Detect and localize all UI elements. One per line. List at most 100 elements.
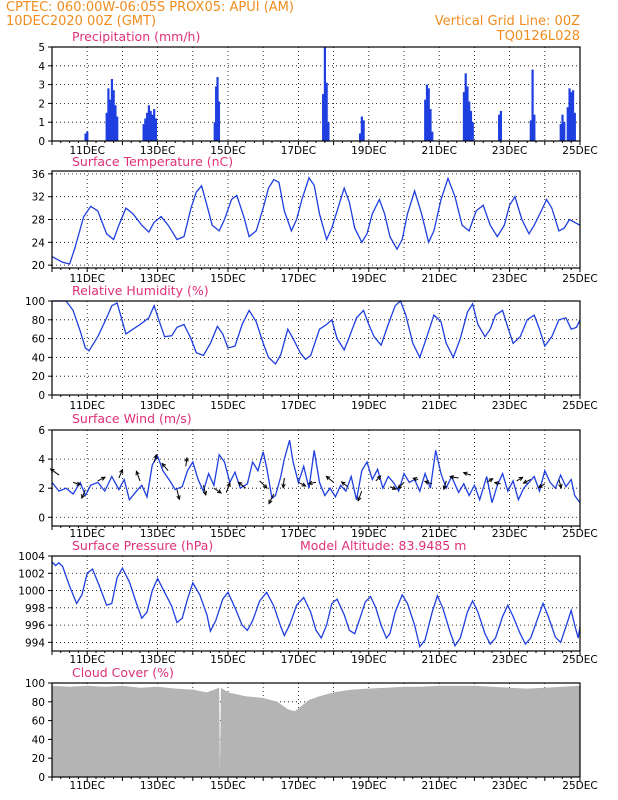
- wind-vector: [97, 476, 106, 482]
- precip-bar: [213, 122, 216, 141]
- rh-ytick-label: 100: [25, 296, 45, 308]
- wind-vector: [443, 480, 447, 490]
- precip-bar: [322, 94, 325, 141]
- wind-vector-head: [119, 468, 124, 474]
- header-line1-right: Vertical Grid Line: 00Z: [435, 14, 580, 29]
- wind-vector-head: [412, 476, 418, 482]
- cloud-ytick-label: 0: [38, 772, 45, 784]
- wind-vector-head: [449, 475, 455, 480]
- precip-ytick-label: 1: [38, 117, 45, 129]
- wind-vector: [268, 493, 275, 504]
- precip-bar: [471, 122, 474, 141]
- temp-ytick-label: 24: [32, 237, 46, 249]
- precip-ytick-label: 2: [38, 98, 45, 110]
- temp-ytick-label: 28: [32, 215, 45, 227]
- header-line1-left: CPTEC: 060:00W-06:05S PROX05: APUI (AM): [6, 0, 294, 15]
- precip-xtick-label: 15DEC: [210, 145, 245, 157]
- precip-bar: [464, 73, 467, 141]
- precip-bar: [327, 122, 330, 141]
- wind-vector-head: [518, 476, 524, 481]
- precip-bar: [116, 116, 119, 141]
- wind-vector-head: [100, 476, 106, 481]
- precip-bar: [107, 88, 110, 141]
- precip-bar: [462, 92, 466, 141]
- rh-xtick-label: 25DEC: [562, 400, 597, 412]
- precip-xtick-label: 19DEC: [351, 145, 386, 157]
- wind-vector: [463, 472, 472, 476]
- pres-line: [51, 561, 581, 649]
- wind-vector-head: [357, 496, 362, 502]
- precip-bar: [105, 112, 108, 141]
- wind-panel: Surface Wind (m/s) 0 2 4 6 11DEC 13DEC 15DEC 17D…: [38, 411, 597, 540]
- rh-xtick-label: 15DEC: [210, 400, 245, 412]
- temp-ytick-label: 32: [32, 192, 45, 204]
- temp-xtick-label: 11DEC: [69, 273, 104, 285]
- cloud-ytick-label: 80: [32, 697, 45, 709]
- precip-bar: [529, 120, 532, 141]
- pres-ytick-label: 998: [25, 603, 45, 615]
- temp-xtick-label: 17DEC: [281, 273, 316, 285]
- temp-xtick-label: 15DEC: [210, 273, 245, 285]
- rh-panel: Relative Humidity (%) 0 20 40 60 80 100 11DEC 13…: [25, 283, 598, 412]
- wind-vector: [161, 463, 169, 472]
- wind-vector: [213, 487, 222, 494]
- precip-bar: [147, 105, 150, 141]
- precip-ytick-label: 5: [38, 42, 45, 54]
- pres-title: Surface Pressure (hPa): [72, 538, 213, 553]
- precip-bar: [146, 112, 149, 141]
- cloud-area: [52, 685, 580, 777]
- temp-line: [51, 176, 581, 265]
- wind-vector-head: [462, 471, 468, 476]
- precip-bar: [561, 114, 564, 141]
- wind-xtick-label: 19DEC: [351, 528, 386, 540]
- precip-xtick-label: 23DEC: [492, 145, 527, 157]
- precip-bar: [217, 101, 221, 141]
- wind-title: Surface Wind (m/s): [72, 411, 192, 426]
- precip-bar: [427, 88, 430, 141]
- precip-ytick-label: 3: [38, 80, 45, 92]
- pres-ytick-label: 994: [25, 637, 45, 649]
- header-line2-right: TQ0126L028: [496, 29, 580, 44]
- wind-vector: [81, 489, 86, 499]
- wind-vector-head: [325, 475, 331, 481]
- cloud-xtick-label: 21DEC: [421, 780, 456, 792]
- wind-vector: [450, 476, 459, 479]
- wind-vector-head: [161, 462, 167, 468]
- precip-bar: [424, 99, 427, 141]
- precip-bar: [571, 90, 575, 141]
- wind-vector-head: [423, 480, 429, 485]
- pres-xtick-label: 17DEC: [281, 654, 316, 666]
- wind-vector: [326, 475, 334, 483]
- precip-bar: [114, 105, 117, 141]
- temp-ytick-label: 20: [32, 260, 45, 272]
- wind-vector-head: [376, 475, 382, 481]
- precip-xtick-label: 21DEC: [421, 145, 456, 157]
- cloud-panel: Cloud Cover (%) 0 20 40 60 80 100 11DEC 13DEC 15D…: [25, 665, 598, 792]
- wind-vector-head: [76, 481, 82, 486]
- pres-panel: Surface Pressure (hPa) Model Altitude: 83…: [18, 538, 597, 666]
- temp-xtick-label: 13DEC: [140, 273, 175, 285]
- precip-bar: [429, 109, 432, 141]
- wind-vector-head: [153, 453, 158, 459]
- wind-vector: [282, 477, 285, 488]
- precip-bar: [566, 107, 569, 141]
- wind-vector: [202, 485, 207, 495]
- rh-ytick-label: 80: [32, 315, 45, 327]
- wind-vector: [72, 481, 81, 486]
- wind-vector: [523, 479, 531, 484]
- precip-bar: [144, 118, 147, 141]
- wind-vector: [238, 481, 246, 489]
- cloud-xtick-label: 19DEC: [351, 780, 386, 792]
- temp-xtick-label: 19DEC: [351, 273, 386, 285]
- wind-vector-head: [397, 484, 402, 490]
- pres-ytick-label: 1000: [18, 586, 45, 598]
- pres-annotation: Model Altitude: 83.9485 m: [300, 538, 466, 553]
- precip-ytick-label: 4: [38, 61, 45, 73]
- precip-xtick-label: 17DEC: [281, 145, 316, 157]
- temp-xtick-label: 25DEC: [562, 273, 597, 285]
- wind-vector-head: [281, 483, 286, 489]
- wind-vector-head: [558, 483, 563, 489]
- wind-vector: [486, 478, 493, 483]
- wind-vector-head: [81, 494, 86, 500]
